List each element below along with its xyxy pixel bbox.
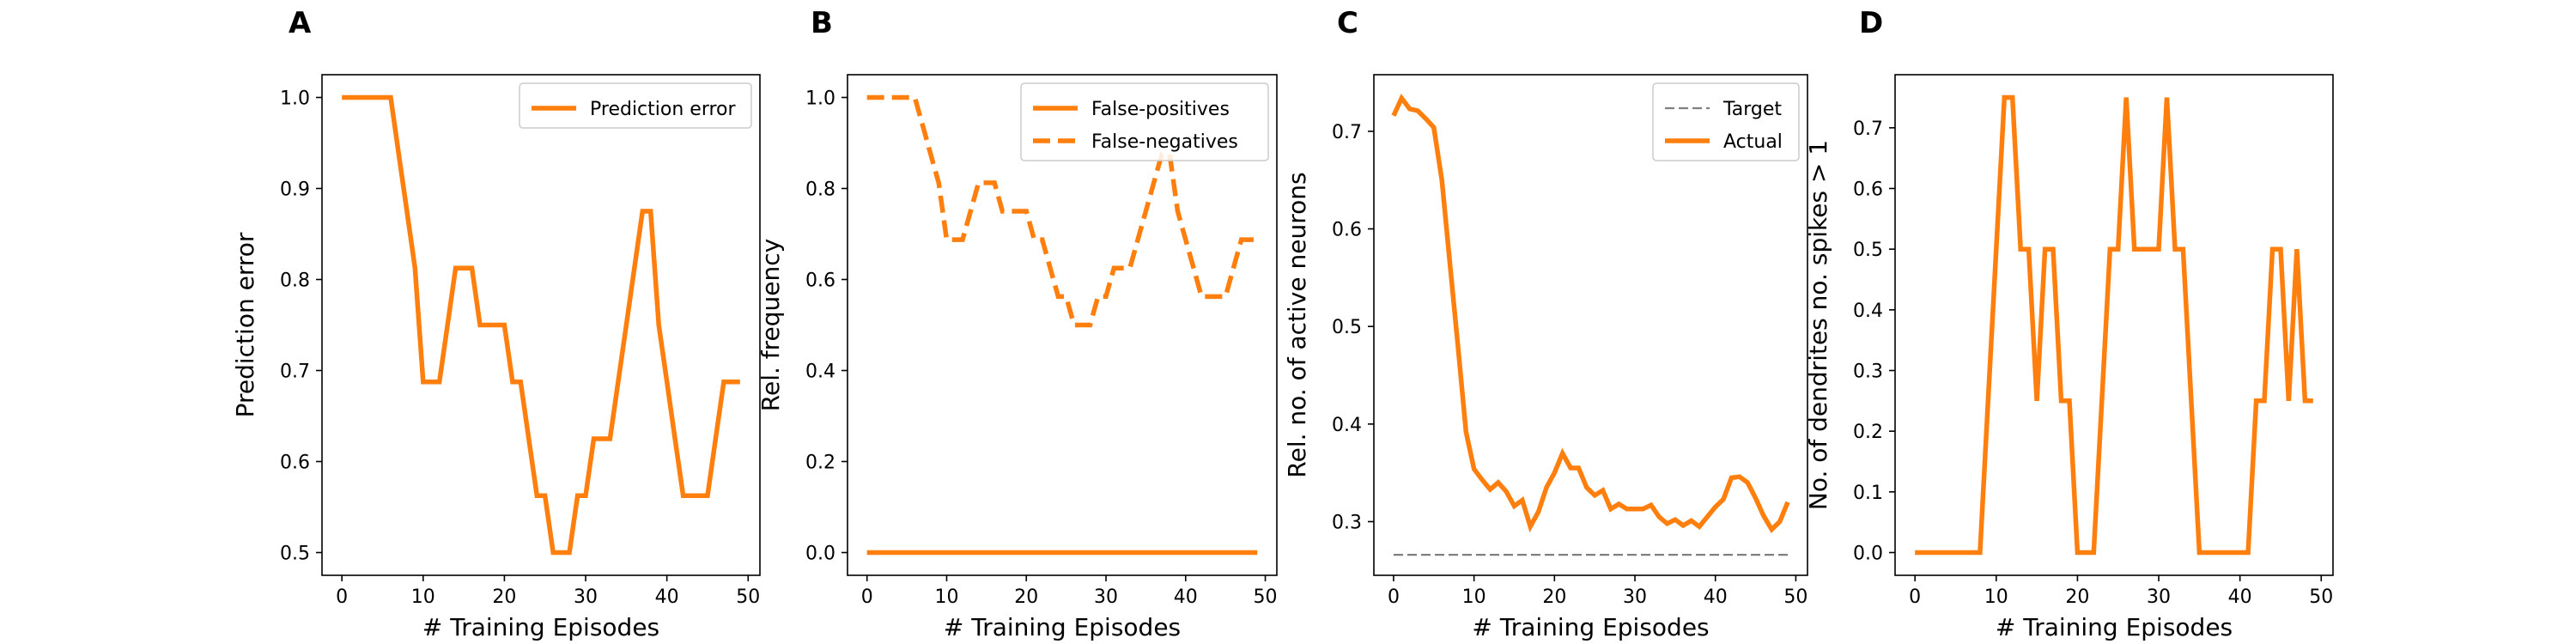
panel-a-plot: 0 10 20 30 40 50 0.5 0.6 0.7 0.8 0.9 1.0 # Training … [231, 74, 761, 641]
y-tick-label-d-1: 0.1 [1853, 483, 1883, 504]
panel-c: C 0 10 20 30 40 50 0.3 0.4 0.5 0.6 0.7 # Training E… [1283, 6, 1808, 641]
y-tick-label-a-3: 0.8 [280, 270, 310, 292]
legend-box-b [1020, 82, 1269, 161]
y-tick-label-c-3: 0.6 [1332, 220, 1362, 241]
y-tick-label-d-4: 0.4 [1853, 301, 1883, 322]
axes-frame-c [1373, 74, 1808, 576]
x-tick-label-c-3: 30 [1623, 586, 1647, 608]
x-tick-label-b-5: 50 [1254, 586, 1278, 608]
y-tick-label-b-4: 0.8 [805, 179, 835, 201]
x-tick-label-a-5: 50 [736, 586, 760, 608]
x-axis-label-d: # Training Episodes [1996, 613, 2233, 641]
series-group-d [1915, 94, 2313, 556]
legend-box-a [519, 82, 752, 129]
legend-label-c-1: Actual [1723, 131, 1783, 153]
panel-label-c: C [1337, 6, 1358, 40]
series-line-d-0 [1915, 94, 2313, 556]
x-tick-label-d-0: 0 [1909, 586, 1921, 608]
x-tick-label-a-2: 20 [492, 586, 516, 608]
x-tick-label-b-3: 30 [1094, 586, 1118, 608]
axes-frame-b [847, 74, 1278, 576]
x-tick-label-d-5: 50 [2309, 586, 2333, 608]
y-tick-label-a-1: 0.6 [280, 453, 310, 474]
x-tick-label-b-2: 20 [1014, 586, 1038, 608]
y-tick-label-b-0: 0.0 [805, 544, 835, 565]
y-tick-label-d-7: 0.7 [1853, 118, 1883, 140]
y-tick-label-d-0: 0.0 [1853, 544, 1883, 565]
y-axis-label-b: Rel. frequency [756, 239, 785, 411]
legend-b: False-positives False-negatives [1020, 82, 1269, 161]
x-tick-label-c-0: 0 [1388, 586, 1400, 608]
y-tick-label-b-3: 0.6 [805, 270, 835, 292]
x-tick-label-d-3: 30 [2147, 586, 2171, 608]
series-group-a [342, 94, 740, 556]
y-tick-label-c-4: 0.7 [1332, 122, 1362, 143]
legend-label-b-1: False-negatives [1091, 131, 1238, 153]
x-tick-label-b-1: 10 [934, 586, 958, 608]
y-tick-label-d-2: 0.2 [1853, 422, 1883, 443]
series-line-a-0 [342, 94, 740, 556]
x-tick-label-a-4: 40 [655, 586, 679, 608]
y-tick-label-c-0: 0.3 [1332, 512, 1362, 533]
x-tick-label-d-2: 20 [2065, 586, 2089, 608]
panel-label-a: A [289, 6, 312, 40]
x-tick-label-a-0: 0 [336, 586, 348, 608]
panel-b-plot: 0 10 20 30 40 50 0.0 0.2 0.4 0.6 0.8 1.0 # Training … [756, 74, 1278, 641]
panel-label-b: B [811, 6, 833, 40]
y-tick-label-c-1: 0.4 [1332, 415, 1362, 436]
series-line-b-1 [866, 94, 1258, 328]
x-tick-label-d-1: 10 [1984, 586, 2008, 608]
y-tick-label-a-4: 0.9 [280, 179, 310, 201]
panel-a: A 0 10 20 30 40 50 0.5 0.6 0.7 0.8 0.9 1.0 # Trainin… [231, 6, 761, 641]
y-tick-label-b-5: 1.0 [805, 88, 835, 110]
y-tick-label-d-6: 0.6 [1853, 179, 1883, 201]
x-tick-label-c-4: 40 [1704, 586, 1728, 608]
series-group-c [1391, 93, 1790, 556]
x-tick-label-b-0: 0 [861, 586, 873, 608]
series-line-c-1 [1391, 93, 1790, 534]
y-tick-label-a-0: 0.5 [280, 544, 310, 565]
y-tick-label-d-5: 0.5 [1853, 240, 1883, 261]
y-tick-label-b-1: 0.2 [805, 453, 835, 474]
panel-c-plot: 0 10 20 30 40 50 0.3 0.4 0.5 0.6 0.7 # Training Epi… [1283, 74, 1808, 641]
x-axis-label-b: # Training Episodes [944, 613, 1181, 641]
legend-c: Target Actual [1652, 82, 1800, 161]
legend-label-a-0: Prediction error [590, 99, 736, 120]
x-axis-label-a: # Training Episodes [422, 613, 659, 641]
axes-frame-a [321, 74, 761, 576]
legend-label-b-0: False-positives [1091, 99, 1230, 120]
y-tick-label-c-2: 0.5 [1332, 317, 1362, 338]
y-tick-label-b-2: 0.4 [805, 361, 835, 383]
y-axis-label-a: Prediction error [231, 232, 259, 417]
axes-frame-d [1894, 74, 2334, 576]
x-axis-label-c: # Training Episodes [1472, 613, 1709, 641]
x-tick-label-c-2: 20 [1542, 586, 1566, 608]
legend-a: Prediction error [519, 82, 752, 129]
y-tick-label-a-5: 1.0 [280, 88, 310, 110]
panel-b: B 0 10 20 30 40 50 0.0 0.2 0.4 0.6 0.8 1.0 # Trainin… [756, 6, 1278, 641]
series-group-b [866, 94, 1258, 556]
y-axis-label-c: Rel. no. of active neurons [1283, 172, 1311, 477]
x-tick-label-a-3: 30 [574, 586, 598, 608]
x-tick-label-b-4: 40 [1174, 586, 1198, 608]
x-tick-label-a-1: 10 [411, 586, 435, 608]
legend-label-c-0: Target [1722, 99, 1782, 120]
y-axis-label-d: No. of dendrites no. spikes > 1 [1804, 140, 1832, 510]
y-tick-label-d-3: 0.3 [1853, 361, 1883, 383]
panel-d: D 0 10 20 30 40 50 0.0 0.1 0.2 0.3 0.4 0.5 0.6 0.7 # T… [1804, 6, 2334, 641]
panel-d-plot: 0 10 20 30 40 50 0.0 0.1 0.2 0.3 0.4 0.5 0.6 0.7 # Tra… [1804, 74, 2334, 641]
y-tick-label-a-2: 0.7 [280, 361, 310, 383]
panel-label-d: D [1859, 6, 1883, 40]
x-tick-label-d-4: 40 [2228, 586, 2252, 608]
x-tick-label-c-1: 10 [1462, 586, 1486, 608]
x-tick-label-c-5: 50 [1783, 586, 1807, 608]
